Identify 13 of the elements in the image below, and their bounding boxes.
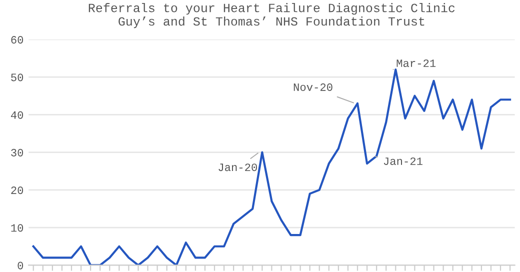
annotation: Mar-21	[396, 59, 436, 68]
y-tick-label: 50	[11, 74, 24, 82]
y-tick-label: 20	[11, 186, 24, 194]
annotation: Jan-21	[384, 157, 422, 166]
y-tick-label: 30	[11, 148, 24, 156]
annotation: Nov-20	[294, 83, 332, 91]
annotation: Jan-20	[218, 164, 257, 172]
y-tick-label: 40	[10, 111, 24, 119]
chart-title: Referrals to your Heart Failure Diagnostic Clinic Guy’s and St Thomas’ NHS Foundation Trust	[88, 3, 455, 28]
y-tick-label: 0	[18, 262, 24, 270]
y-tick-label: 10	[11, 224, 24, 232]
line-series	[32, 68, 512, 266]
y-tick-label: 60	[11, 36, 24, 44]
